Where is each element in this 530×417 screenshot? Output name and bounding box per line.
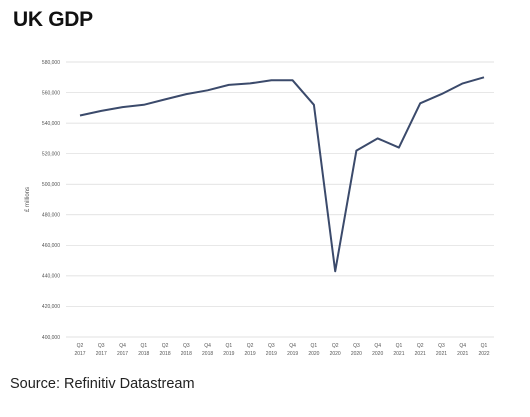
chart-title: UK GDP (13, 8, 93, 31)
y-tick-label: 480,000 (42, 213, 60, 219)
y-tick-label: 500,000 (42, 182, 60, 188)
y-tick-label: 540,000 (42, 121, 60, 127)
x-tick-label: Q2 2021 (415, 343, 426, 357)
x-tick-label: Q1 2019 (223, 343, 234, 357)
source-note: Source: Refinitiv Datastream (10, 376, 195, 392)
x-tick-label: Q2 2019 (245, 343, 256, 357)
x-tick-label: Q1 2021 (393, 343, 404, 357)
x-tick-label: Q4 2021 (457, 343, 468, 357)
y-tick-label: 580,000 (42, 60, 60, 66)
x-tick-label: Q2 2020 (330, 343, 341, 357)
y-tick-label: 460,000 (42, 243, 60, 249)
x-axis-ticks: Q2 2017 Q3 2017 Q4 2017 Q1 2018 Q2 2018 Q3 2018 Q4 20… (74, 343, 489, 357)
x-tick-label: Q3 2018 (181, 343, 192, 357)
x-tick-label: Q4 2019 (287, 343, 298, 357)
x-tick-label: Q3 2020 (351, 343, 362, 357)
gridlines (66, 61, 494, 338)
y-tick-label: 560,000 (42, 90, 60, 96)
line-chart: 580,000 560,000 540,000 520,000 500,000 480,0… (25, 60, 494, 357)
y-tick-label: 420,000 (42, 304, 60, 310)
gdp-series-line (79, 76, 485, 273)
x-tick-label: Q4 2017 (117, 343, 128, 357)
x-tick-label: Q1 2018 (138, 343, 149, 357)
y-tick-label: 520,000 (42, 151, 60, 157)
x-tick-label: Q3 2021 (436, 343, 447, 357)
x-tick-label: Q4 2020 (372, 343, 383, 357)
x-tick-label: Q2 2017 (74, 343, 85, 357)
y-axis-label: £ millions (25, 187, 31, 212)
x-tick-label: Q3 2019 (266, 343, 277, 357)
x-tick-label: Q3 2017 (96, 343, 107, 357)
y-tick-label: 400,000 (42, 335, 60, 341)
y-tick-label: 440,000 (42, 274, 60, 280)
x-tick-label: Q4 2018 (202, 343, 213, 357)
x-tick-label: Q1 2022 (478, 343, 489, 357)
x-tick-label: Q2 2018 (159, 343, 170, 357)
y-axis-ticks: 580,000 560,000 540,000 520,000 500,000 480,0… (42, 60, 60, 341)
x-tick-label: Q1 2020 (308, 343, 319, 357)
